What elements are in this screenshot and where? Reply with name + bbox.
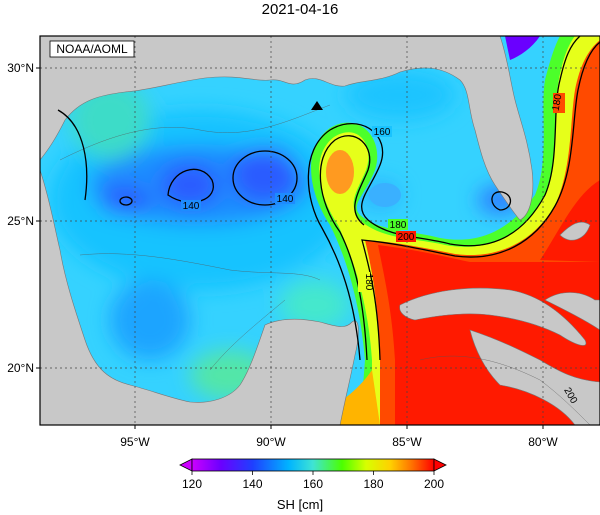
credit-label: NOAA/AOML xyxy=(56,42,128,56)
colorbar-min-arrow xyxy=(179,458,193,472)
land xyxy=(40,36,600,425)
graticule xyxy=(40,36,600,425)
colorbar-tick-200: 200 xyxy=(424,477,444,491)
colorbar-tick-120: 120 xyxy=(182,477,202,491)
colorbar-max-arrow xyxy=(433,458,447,472)
credit-box xyxy=(49,40,135,58)
lat-label-30n: 30°N xyxy=(7,61,34,75)
contour-label-140a: 140 xyxy=(183,201,200,212)
contour-label-180a: 180 xyxy=(390,220,407,231)
contour-label-180c: 180 xyxy=(551,93,565,112)
lon-label-90w: 90°W xyxy=(256,435,286,449)
colorbar-gradient xyxy=(191,458,435,472)
colorbar-tick-180: 180 xyxy=(363,477,383,491)
colorbar-tick-140: 140 xyxy=(242,477,262,491)
map-frame xyxy=(39,35,600,426)
contour-label-140b: 140 xyxy=(277,194,294,205)
contour-label-200a: 200 xyxy=(398,232,415,243)
colorbar: 120 140 160 180 200 xyxy=(179,458,447,491)
lat-label-25n: 25°N xyxy=(7,214,34,228)
lon-label-85w: 85°W xyxy=(392,435,422,449)
colorbar-tick-160: 160 xyxy=(303,477,323,491)
map-plot-area xyxy=(40,36,600,425)
map-title: 2021-04-16 xyxy=(261,1,339,18)
lat-label-20n: 20°N xyxy=(7,361,34,375)
contour-label-160: 160 xyxy=(374,127,391,138)
colorbar-title: SH [cm] xyxy=(276,497,324,512)
warm-eddy xyxy=(326,150,354,194)
contour-label-180b: 180 xyxy=(363,274,374,291)
buoy-marker-icon xyxy=(311,101,323,110)
lon-label-95w: 95°W xyxy=(120,435,150,449)
contour-labels: 140 140 160 180 180 180 200 200 xyxy=(181,93,579,406)
lon-label-80w: 80°W xyxy=(528,435,558,449)
